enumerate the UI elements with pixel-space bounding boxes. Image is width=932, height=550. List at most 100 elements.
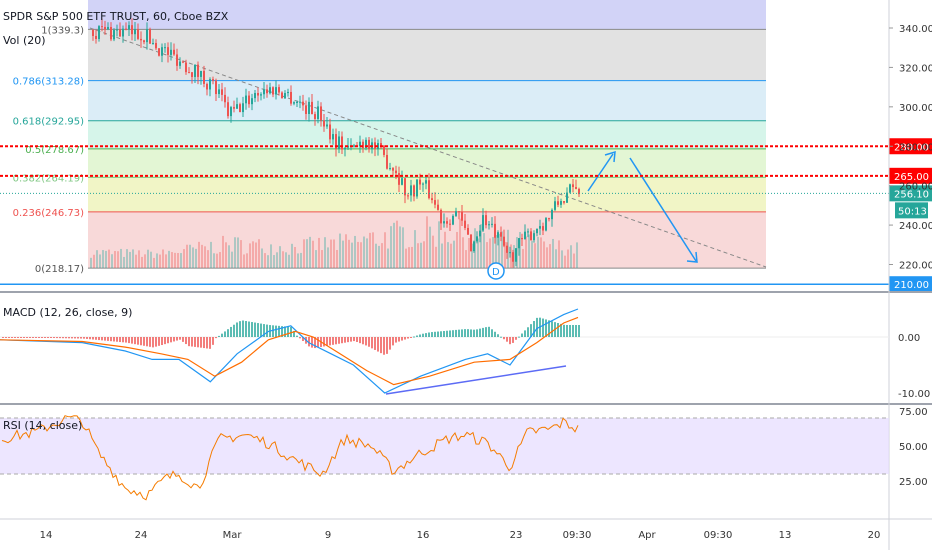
candle-body [398, 173, 400, 185]
volume-bar [171, 252, 173, 268]
candle-body [341, 136, 343, 150]
macd-histogram-bar [35, 337, 37, 338]
candle-body [101, 26, 103, 28]
macd-histogram-bar [329, 337, 331, 346]
volume-bar [90, 257, 92, 268]
macd-histogram-bar [140, 337, 142, 346]
macd-histogram-bar [383, 337, 385, 355]
volume-bar [174, 252, 176, 268]
volume-bar [249, 243, 251, 268]
macd-histogram-bar [2, 337, 4, 338]
candle-body [281, 92, 283, 99]
arrow-head-up [604, 150, 616, 163]
macd-histogram-bar [431, 332, 433, 337]
macd-histogram-bar [311, 337, 313, 348]
candle-body [260, 94, 262, 96]
macd-histogram-bar [248, 321, 250, 337]
macd-histogram-bar [14, 337, 16, 338]
candle-body [164, 47, 166, 49]
volume-bar [270, 244, 272, 268]
macd-histogram-bar [65, 337, 67, 339]
volume-bar [552, 238, 554, 268]
macd-histogram-bar [98, 337, 100, 341]
macd-histogram-bar [473, 329, 475, 337]
candle-body [452, 215, 454, 225]
macd-histogram-bar [314, 337, 316, 349]
price-tick-label: 240.00 [899, 221, 932, 232]
macd-histogram-bar [263, 324, 265, 337]
volume-bar [408, 247, 410, 268]
candle-body [185, 62, 187, 73]
volume-bar [504, 241, 506, 268]
price-axis [890, 0, 932, 550]
candle-body [389, 168, 391, 170]
candle-body [146, 29, 148, 43]
macd-histogram-bar [47, 337, 49, 338]
volume-bar [486, 242, 488, 268]
macd-histogram-bar [131, 337, 133, 344]
volume-bar [318, 237, 320, 268]
volume-bar [426, 216, 428, 268]
volume-bar [348, 239, 350, 268]
volume-bar [534, 243, 536, 268]
candle-body [509, 252, 511, 254]
fib-level-label: 0(218.17) [35, 264, 84, 275]
candle-body [233, 107, 235, 109]
fib-level-label: 0.382(264.19) [13, 173, 85, 184]
volume-bar [540, 237, 542, 268]
candle-body [437, 204, 439, 210]
macd-histogram-bar [401, 337, 403, 341]
volume-bar [567, 249, 569, 268]
macd-histogram-bar [386, 337, 388, 354]
volume-bar [192, 247, 194, 268]
volume-bar [525, 236, 527, 268]
volume-bar [336, 249, 338, 268]
level-price-label: 280.00 [894, 142, 929, 153]
candle-body [485, 215, 487, 226]
volume-bar [324, 237, 326, 268]
macd-histogram-bar [347, 337, 349, 343]
candle-body [572, 184, 574, 188]
dividend-marker-label: D [492, 267, 500, 278]
volume-bar [165, 254, 167, 268]
macd-histogram-bar [194, 337, 196, 347]
volume-bar [432, 235, 434, 268]
macd-histogram-bar [185, 337, 187, 345]
volume-bar [210, 241, 212, 268]
candle-body [314, 114, 316, 119]
volume-bar [429, 226, 431, 268]
macd-histogram-bar [287, 326, 289, 337]
volume-bar [546, 247, 548, 268]
volume-bar [144, 254, 146, 268]
time-tick-label: 24 [135, 530, 148, 541]
macd-histogram-bar [200, 337, 202, 348]
macd-histogram-bar [374, 337, 376, 350]
candle-body [461, 212, 463, 221]
volume-bar [420, 242, 422, 268]
volume-bar [483, 233, 485, 268]
macd-histogram-bar [551, 321, 553, 337]
volume-bar [321, 250, 323, 268]
candle-body [293, 102, 295, 104]
volume-bar [303, 239, 305, 268]
horizontal-levels[interactable]: 280.00 265.00 210.00 256.10 50:13 D [0, 138, 932, 293]
time-tick-label: 14 [40, 530, 53, 541]
candle-body [578, 188, 580, 195]
candle-body [542, 226, 544, 231]
candle-body [401, 178, 403, 185]
macd-histogram-bar [17, 337, 19, 338]
volume-histogram [90, 216, 578, 268]
macd-histogram-bar [188, 337, 190, 347]
macd-histogram-bar [392, 337, 394, 346]
macd-histogram-bar [158, 337, 160, 346]
macd-histogram-bar [89, 337, 91, 340]
macd-histogram-bar [239, 321, 241, 337]
volume-bar [297, 253, 299, 268]
macd-histogram-bar [302, 337, 304, 342]
macd-histogram-bar [563, 324, 565, 337]
dividend-marker [487, 262, 505, 280]
macd-histogram-bar [125, 337, 127, 343]
volume-bar [108, 249, 110, 268]
fibonacci-retracement[interactable]: 1(339.3) 0.786(313.28) 0.618(292.95) 0.5(27… [13, 0, 766, 275]
